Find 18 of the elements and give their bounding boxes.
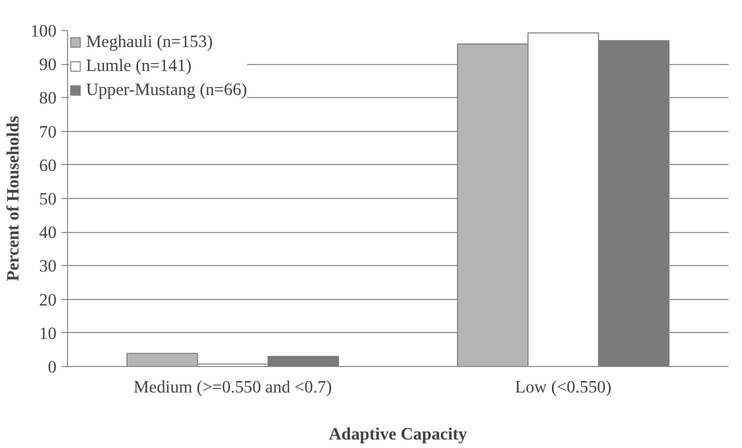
legend-label: Meghauli (n=153) (86, 32, 213, 52)
x-axis-title: Adaptive Capacity (328, 424, 468, 444)
y-axis-title: Percent of Households (4, 116, 23, 282)
y-tick-label: 20 (39, 290, 56, 310)
y-tick-label: 70 (39, 122, 56, 142)
legend-label: Upper-Mustang (n=66) (86, 80, 248, 100)
y-tick-label: 80 (39, 88, 56, 108)
y-tick-label: 0 (48, 358, 57, 376)
x-tick-label: Low (<0.550) (515, 378, 612, 396)
y-tick-label: 90 (39, 55, 56, 74)
legend-label: Lumle (n=141) (86, 56, 192, 76)
y-tick-label: 10 (39, 324, 56, 343)
y-tick-label: 30 (39, 256, 56, 276)
y-tick-label: 50 (39, 190, 56, 208)
y-tick-label: 100 (30, 22, 57, 40)
y-tick-label: 40 (39, 223, 56, 242)
x-tick-label: Medium (>=0.550 and <0.7) (134, 378, 332, 396)
y-tick-label: 60 (39, 156, 56, 175)
